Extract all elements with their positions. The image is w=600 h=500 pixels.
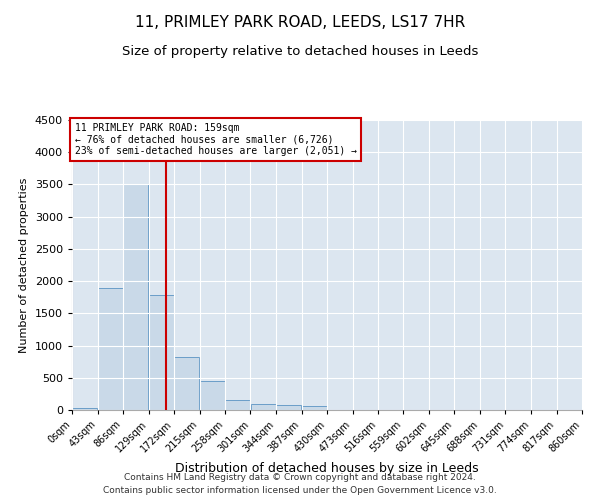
Text: Size of property relative to detached houses in Leeds: Size of property relative to detached ho…: [122, 45, 478, 58]
Bar: [276, 406, 301, 410]
Bar: [149, 296, 174, 410]
Text: Contains HM Land Registry data © Crown copyright and database right 2024.: Contains HM Land Registry data © Crown c…: [124, 474, 476, 482]
Text: 11, PRIMLEY PARK ROAD, LEEDS, LS17 7HR: 11, PRIMLEY PARK ROAD, LEEDS, LS17 7HR: [135, 15, 465, 30]
Text: Contains public sector information licensed under the Open Government Licence v3: Contains public sector information licen…: [103, 486, 497, 495]
X-axis label: Distribution of detached houses by size in Leeds: Distribution of detached houses by size …: [175, 462, 479, 475]
Bar: [251, 404, 276, 410]
Bar: [174, 357, 199, 410]
Bar: [200, 381, 225, 410]
Text: 11 PRIMLEY PARK ROAD: 159sqm
← 76% of detached houses are smaller (6,726)
23% of: 11 PRIMLEY PARK ROAD: 159sqm ← 76% of de…: [74, 123, 356, 156]
Y-axis label: Number of detached properties: Number of detached properties: [19, 178, 29, 352]
Bar: [98, 288, 123, 410]
Bar: [72, 408, 97, 410]
Bar: [123, 184, 148, 410]
Bar: [225, 400, 250, 410]
Bar: [302, 406, 327, 410]
